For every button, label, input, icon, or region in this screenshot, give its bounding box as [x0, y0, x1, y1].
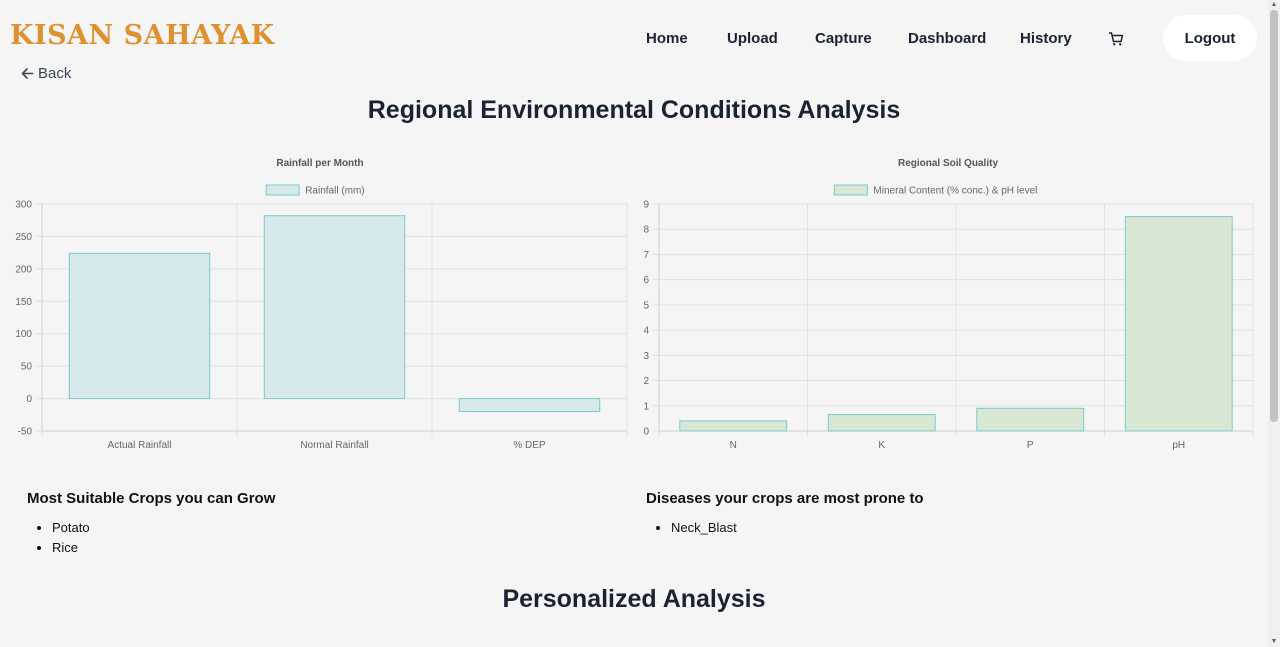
soil-quality-chart-svg: Regional Soil Quality Mineral Content (% …: [643, 158, 1254, 451]
logout-button[interactable]: Logout: [1163, 15, 1257, 61]
rainfall-chart-svg: Rainfall per Month Rainfall (mm) 300 250 200…: [15, 158, 628, 451]
chart-title: Rainfall per Month: [276, 158, 363, 169]
y-tick-label: 3: [643, 351, 649, 362]
y-tick-label: -50: [18, 427, 33, 438]
x-tick-label: N: [730, 440, 737, 451]
rainfall-chart: Rainfall per Month Rainfall (mm) 300 250 200…: [0, 150, 635, 465]
y-tick-label: 2: [643, 376, 649, 387]
legend-swatch: [265, 184, 300, 196]
scroll-thumb[interactable]: [1270, 10, 1278, 422]
bar: [827, 414, 936, 432]
crops-list: Potato Rice: [27, 518, 90, 558]
bar: [679, 420, 788, 432]
scroll-up-icon[interactable]: ▲: [1270, 1, 1278, 8]
y-tick-label: 50: [21, 362, 33, 373]
page-title: Regional Environmental Conditions Analys…: [367, 96, 901, 124]
nav-history[interactable]: History: [1020, 30, 1072, 47]
nav-capture[interactable]: Capture: [815, 30, 872, 47]
x-tick-label: % DEP: [513, 440, 546, 451]
x-tick-label: Normal Rainfall: [300, 440, 368, 451]
cart-icon[interactable]: [1107, 30, 1125, 48]
y-tick-label: 7: [643, 250, 649, 261]
y-tick-label: 0: [26, 394, 32, 405]
bar: [458, 398, 601, 413]
bar: [976, 407, 1085, 432]
page-scrollbar[interactable]: ▲ ▼: [1268, 0, 1280, 647]
chart-title: Regional Soil Quality: [898, 158, 998, 169]
top-nav: Home Upload Capture Dashboard History Lo…: [0, 0, 1280, 75]
y-tick-label: 6: [643, 275, 649, 286]
back-label: Back: [38, 65, 72, 82]
nav-dashboard[interactable]: Dashboard: [908, 30, 987, 47]
x-tick-label: Actual Rainfall: [108, 440, 172, 451]
soil-quality-chart: Regional Soil Quality Mineral Content (% …: [630, 150, 1265, 465]
x-tick-label: pH: [1172, 440, 1185, 451]
x-tick-label: P: [1027, 440, 1034, 451]
y-tick-label: 250: [15, 232, 32, 243]
y-tick-label: 300: [15, 200, 32, 211]
y-tick-label: 1: [643, 401, 649, 412]
diseases-list: Neck_Blast: [646, 518, 737, 538]
y-tick-label: 150: [15, 297, 32, 308]
back-link[interactable]: Back: [21, 65, 71, 82]
brand-logo[interactable]: KISAN SAHAYAK: [10, 20, 275, 51]
scroll-down-icon[interactable]: ▼: [1270, 638, 1278, 645]
nav-home[interactable]: Home: [646, 30, 688, 47]
y-tick-label: 8: [643, 225, 649, 236]
bar: [263, 215, 406, 400]
list-item: Neck_Blast: [671, 518, 737, 538]
list-item: Potato: [52, 518, 90, 538]
y-tick-label: 200: [15, 264, 32, 275]
arrow-left-icon: [21, 68, 34, 79]
cart-icon-glyph: [1109, 32, 1124, 46]
personalized-analysis-title: Personalized Analysis: [502, 585, 766, 613]
diseases-heading: Diseases your crops are most prone to: [646, 490, 924, 507]
y-tick-label: 4: [643, 326, 649, 337]
legend-label: Rainfall (mm): [305, 186, 364, 197]
y-tick-label: 0: [643, 427, 649, 438]
bar: [68, 252, 211, 400]
legend-label: Mineral Content (% conc.) & pH level: [873, 186, 1037, 197]
y-tick-label: 100: [15, 329, 32, 340]
nav-upload[interactable]: Upload: [727, 30, 778, 47]
y-tick-label: 9: [643, 200, 649, 211]
list-item: Rice: [52, 538, 90, 558]
y-tick-label: 5: [643, 300, 649, 311]
legend-swatch: [833, 184, 868, 196]
x-tick-label: K: [878, 440, 885, 451]
bar: [1124, 216, 1233, 432]
crops-heading: Most Suitable Crops you can Grow: [27, 490, 276, 507]
